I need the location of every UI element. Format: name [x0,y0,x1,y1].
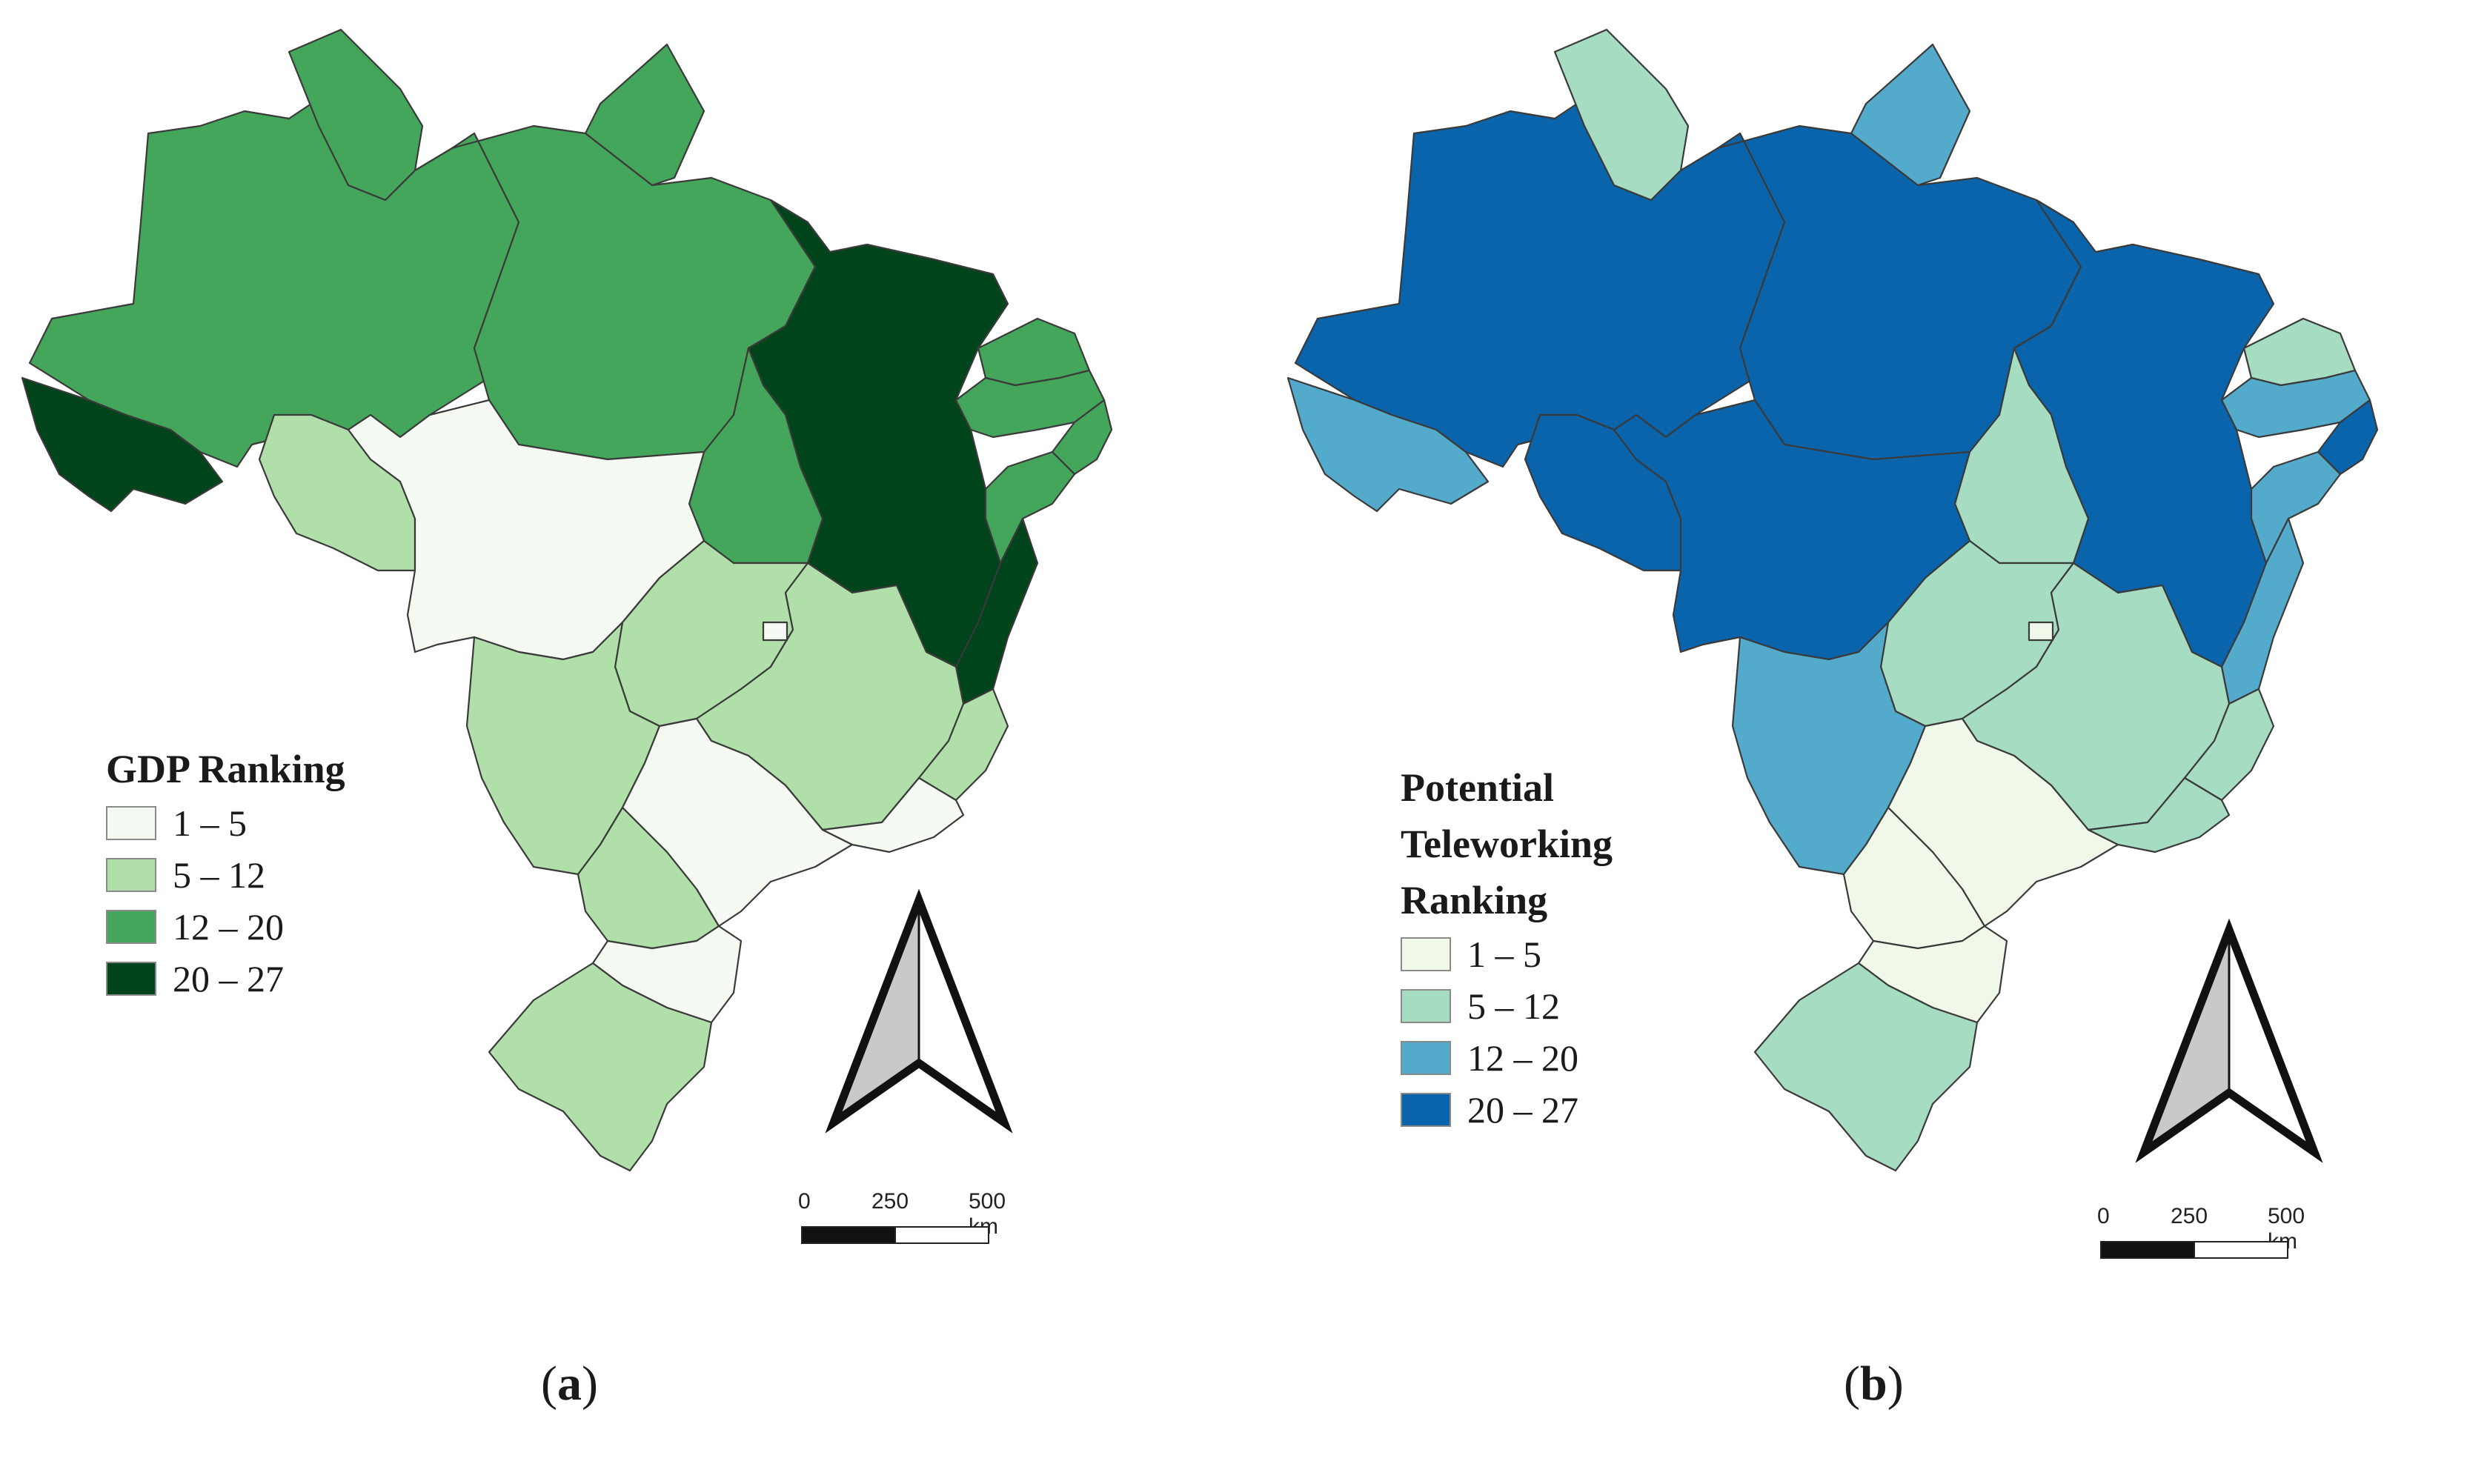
scale-bar-black [801,1226,896,1244]
legend-label: 5 – 12 [1467,985,1560,1027]
gdp-legend: GDP Ranking 1 – 5 5 – 12 12 – 20 20 – 27 [106,741,345,1005]
legend-swatch [106,806,156,840]
legend-swatch [106,858,156,892]
teleworking-legend: Potential Teleworking Ranking 1 – 5 5 – … [1401,759,1653,1136]
legend-item: 5 – 12 [106,849,345,901]
legend-item: 12 – 20 [106,901,345,953]
caption-a: (a) [541,1357,598,1411]
legend-swatch [1401,1041,1451,1075]
scale-bar: 0 250 500 km [797,1189,1019,1256]
scale-tick-250: 250 [2171,1204,2208,1228]
region-espirito-santo [2183,688,2275,802]
region-north-roraima [1553,28,1690,202]
region-rio-grande-do-sul [488,962,713,1172]
legend-swatch [1401,1093,1451,1127]
region-north-east-amapa [584,43,705,187]
region-rio-grande-do-sul [1753,962,1979,1172]
legend-label: 12 – 20 [173,906,284,948]
legend-label: 1 – 5 [173,802,247,844]
scale-tick-0: 0 [798,1189,811,1214]
north-arrow-icon [2135,918,2323,1163]
panel-b: Potential Teleworking Ranking 1 – 5 5 – … [1244,0,2487,1484]
region-federal-district [762,621,788,642]
legend-item: 20 – 27 [106,953,345,1005]
region-north-roraima [288,28,424,202]
legend-title: Potential Teleworking Ranking [1401,765,1613,922]
legend-label: 20 – 27 [1467,1089,1578,1131]
region-rio-de-janeiro [2087,776,2231,854]
legend-label: 5 – 12 [173,854,265,896]
scale-bar-white [894,1226,989,1244]
brazil-map-teleworking [1286,28,2379,1172]
brazil-map-gdp [21,28,1113,1172]
region-espirito-santo [917,688,1009,802]
legend-title: GDP Ranking [106,747,345,791]
panel-a: GDP Ranking 1 – 5 5 – 12 12 – 20 20 – 27… [21,28,1113,1411]
region-north-east-amapa [1850,43,1971,187]
legend-swatch [1401,989,1451,1023]
legend-label: 1 – 5 [1467,934,1541,975]
north-arrow-icon [825,888,1013,1134]
legend-swatch [106,962,156,996]
legend-swatch [106,910,156,944]
region-far-west-tip [21,376,224,513]
legend-item: 1 – 5 [106,797,345,849]
scale-bar-black [2100,1241,2195,1259]
legend-item: 1 – 5 [1401,928,1653,980]
legend-label: 12 – 20 [1467,1037,1578,1079]
scale-tick-0: 0 [2097,1204,2110,1228]
legend-item: 20 – 27 [1401,1084,1653,1136]
region-northeast-coast-lower [984,450,1076,565]
scale-bar-white [2194,1241,2288,1259]
scale-tick-250: 250 [871,1189,909,1214]
legend-item: 12 – 20 [1401,1032,1653,1084]
region-far-west-tip [1286,376,1490,513]
region-northeast-coast-lower [2250,450,2342,565]
legend-item: 5 – 12 [1401,980,1653,1032]
legend-swatch [1401,937,1451,971]
region-federal-district [2028,621,2054,642]
region-rio-de-janeiro [821,776,965,854]
scale-bar: 0 250 500 km [2096,1204,2318,1271]
caption-b: (b) [1844,1357,1904,1411]
legend-label: 20 – 27 [173,958,284,999]
